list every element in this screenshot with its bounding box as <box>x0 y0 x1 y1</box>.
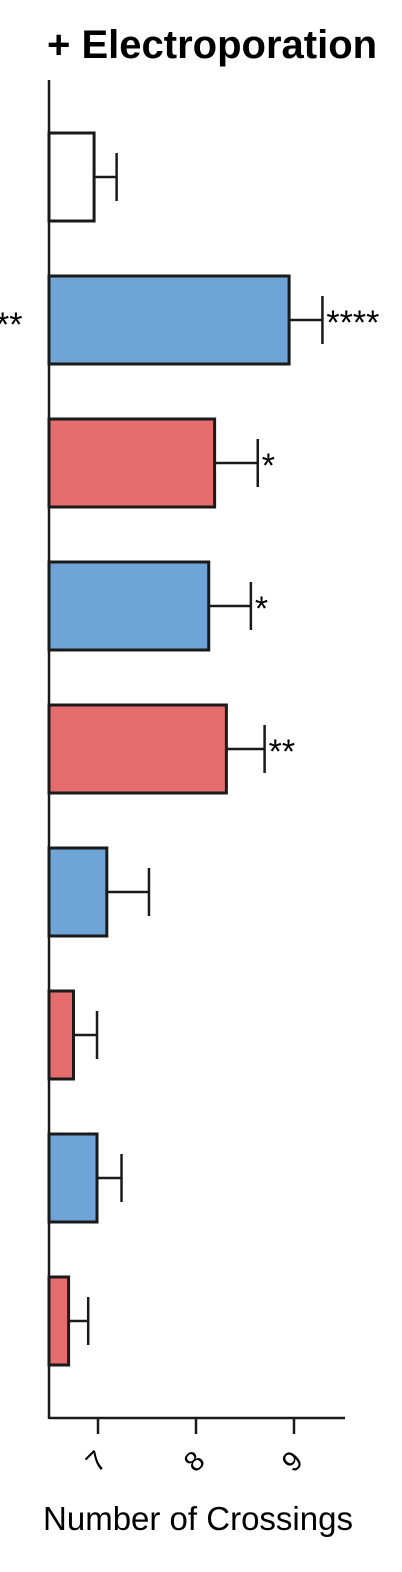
x-tick-label-7: 7 <box>80 1445 113 1478</box>
bar-group-8 <box>47 1132 123 1224</box>
bar-group-5: ** <box>47 703 295 795</box>
x-ticks-layer: 7 8 9 <box>80 1418 309 1478</box>
bar-group-1 <box>47 131 118 223</box>
bar-6 <box>47 846 109 938</box>
bars-layer: ******** <box>47 131 379 1367</box>
x-axis-label: Number of Crossings <box>43 1500 353 1537</box>
x-tick-label-9: 9 <box>276 1445 309 1478</box>
x-tick-label-8: 8 <box>178 1445 211 1478</box>
bar-group-9 <box>47 1275 90 1367</box>
bar-group-6 <box>47 846 151 938</box>
bar-4 <box>47 560 211 652</box>
chart-title: + Electroporation <box>47 23 377 67</box>
left-cut-significance-label: ** <box>0 306 22 344</box>
bar-group-3: * <box>47 417 275 509</box>
bar-1 <box>47 131 96 223</box>
bar-3 <box>47 417 217 509</box>
bar-5 <box>47 703 228 795</box>
significance-label-3: * <box>262 447 275 485</box>
bar-group-2: **** <box>47 274 379 366</box>
bar-9 <box>47 1275 71 1367</box>
bar-group-4: * <box>47 560 268 652</box>
bar-2 <box>47 274 291 366</box>
significance-label-2: **** <box>326 304 379 342</box>
bar-7 <box>47 989 75 1081</box>
significance-label-5: ** <box>269 733 295 771</box>
significance-label-4: * <box>255 590 268 628</box>
bar-8 <box>47 1132 99 1224</box>
bar-group-7 <box>47 989 99 1081</box>
